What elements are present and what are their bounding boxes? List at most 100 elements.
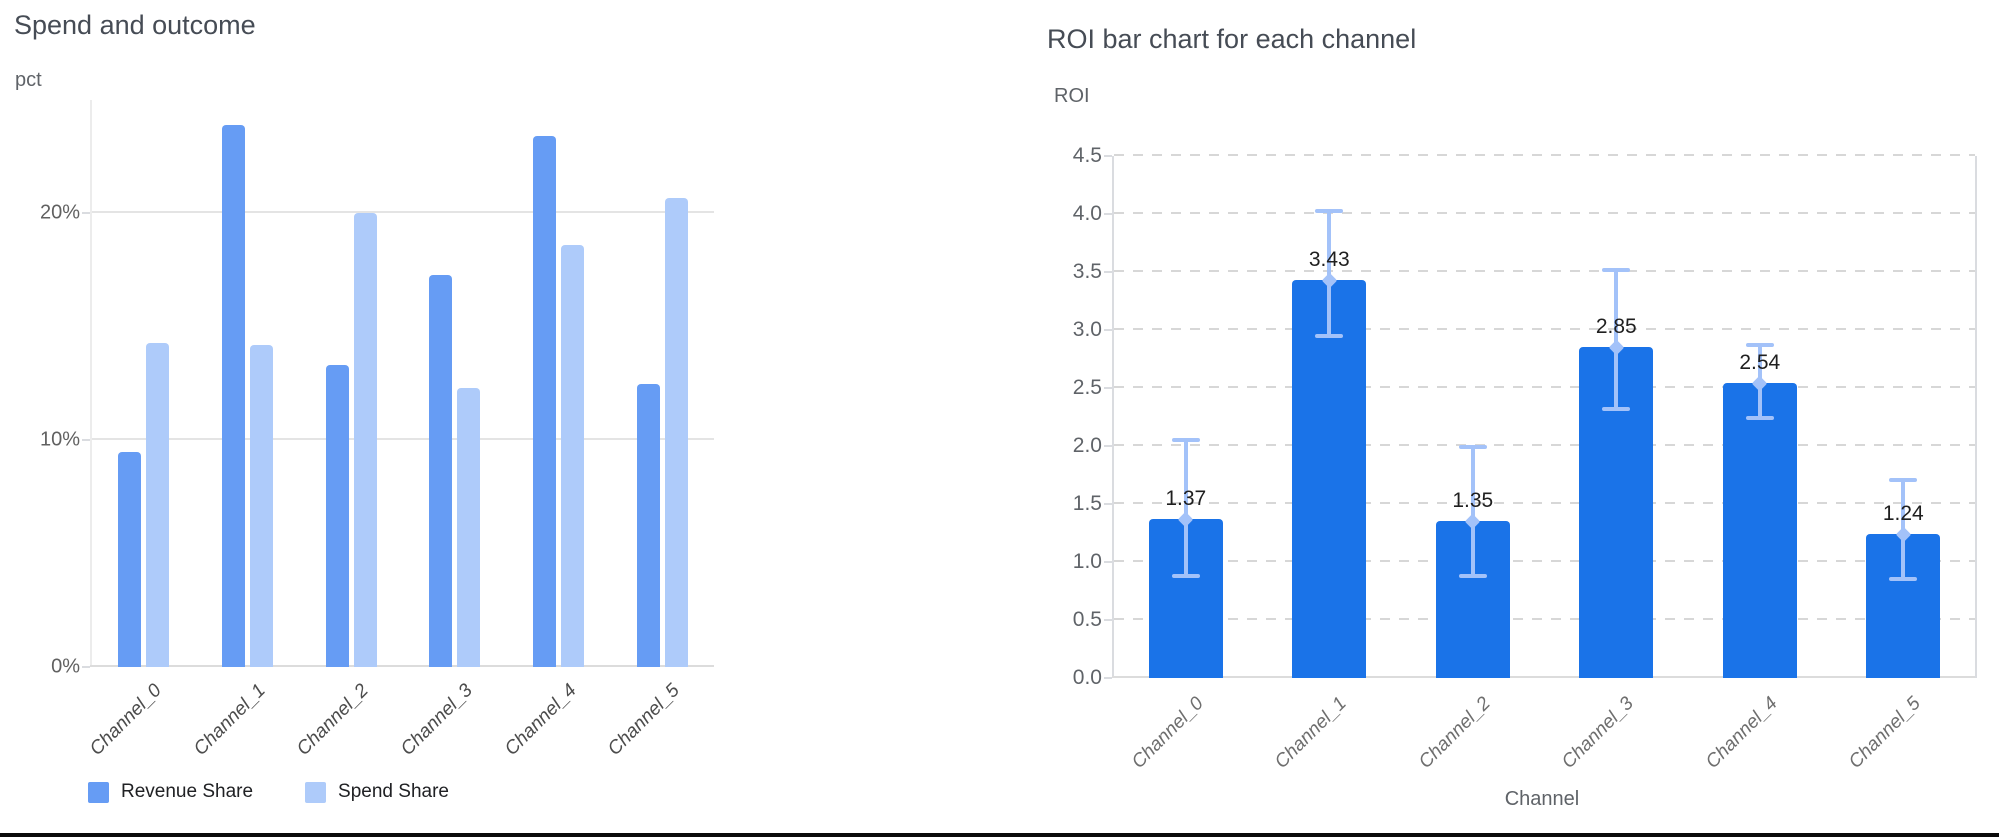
roi-x-axis-label: Channel [1504,788,1580,810]
x-tick-label: Channel_0 [85,680,166,760]
bar-roi-channel_1[interactable] [1292,280,1367,678]
bar-value-label: 1.37 [1165,487,1207,511]
x-axis-line [1112,676,1975,678]
error-bar-cap-upper [1171,438,1200,443]
x-tick-label: Channel_2 [1414,693,1495,773]
x-tick-label: Channel_3 [396,680,477,760]
error-bar-cap-upper [1889,477,1918,482]
bar-spend-share-channel_4[interactable] [561,245,584,667]
y-tick-label: 4.5 [1072,144,1102,167]
bar-spend-share-channel_3[interactable] [457,388,481,667]
spend-outcome-chart-title: Spend and outcome [14,10,256,40]
x-tick-label: Channel_1 [1271,693,1352,773]
y-tick-mark [1104,619,1112,621]
roi-plot: 0.0 0.5 1.0 1.5 2.0 2.5 3.0 3.5 4.0 4.5 1.37 Channe… [1073,144,1977,773]
gridline [92,438,714,441]
gridline [1114,154,1975,156]
y-tick-label: 0.5 [1072,608,1102,631]
error-bar-cap-upper [1602,267,1631,272]
legend-label-spend-share: Spend Share [338,781,449,802]
y-tick-label: 0% [51,655,80,678]
x-tick-label: Channel_5 [604,680,685,760]
error-bar-cap-lower [1602,406,1631,411]
roi-y-axis-label: ROI [1054,85,1090,107]
spend-outcome-y-axis-unit: pct [15,69,42,91]
y-tick-label: 2.0 [1072,434,1102,457]
bar-revenue-share-channel_1[interactable] [222,124,245,667]
x-axis-line [90,665,714,667]
spend-outcome-legend: Revenue Share Spend Share [88,781,449,803]
error-bar-cap-lower [1458,573,1487,578]
y-tick-label: 1.0 [1072,550,1102,573]
gridline [1114,212,1975,214]
bar-spend-share-channel_0[interactable] [146,342,170,667]
bar-revenue-share-channel_2[interactable] [325,365,349,667]
y-tick-mark [82,439,90,442]
y-tick-label: 3.0 [1072,318,1102,341]
bar-value-label: 1.35 [1452,489,1494,513]
y-tick-mark [1104,445,1112,447]
bar-revenue-share-channel_5[interactable] [636,383,660,667]
y-tick-label: 3.5 [1072,260,1102,283]
y-tick-label: 2.5 [1072,376,1102,399]
error-bar-cap-upper [1745,343,1774,348]
legend-item-spend-share[interactable]: Spend Share [305,781,449,803]
y-tick-mark [82,212,90,215]
bar-revenue-share-channel_4[interactable] [533,136,556,667]
y-tick-mark [1104,329,1112,331]
y-tick-label: 4.0 [1072,202,1102,225]
x-tick-label: Channel_4 [1701,693,1782,773]
error-bar-cap-lower [1745,416,1774,421]
y-tick-mark [1104,213,1112,215]
error-bar-cap-upper [1458,445,1487,450]
bar-value-label: 2.54 [1739,351,1781,375]
error-bar-line [1614,269,1619,409]
y-tick-label: 0.0 [1072,666,1102,689]
error-bar-cap-lower [1889,577,1918,582]
gridline [92,211,714,214]
bar-value-label: 2.85 [1595,315,1637,339]
y-tick-mark [1104,155,1112,157]
x-tick-label: Channel_3 [1558,693,1639,773]
y-tick-mark [1104,271,1112,273]
roi-chart-title: ROI bar chart for each channel [1047,24,1417,54]
bar-value-label: 3.43 [1308,248,1350,272]
y-tick-mark [1104,561,1112,563]
gridline [1114,502,1975,504]
gridline [1114,444,1975,446]
gridline [1114,560,1975,562]
error-bar-cap-lower [1315,333,1344,338]
y-tick-label: 1.5 [1072,492,1102,515]
gridline [1114,386,1975,388]
y-tick-mark [82,666,90,668]
legend-item-revenue-share[interactable]: Revenue Share [88,781,253,803]
y-tick-label: 20% [39,201,80,224]
gridline [1114,328,1975,330]
bar-revenue-share-channel_0[interactable] [118,451,142,667]
bar-roi-channel_4[interactable] [1722,383,1797,678]
y-tick-mark [1104,387,1112,389]
legend-swatch-spend-share [305,781,327,803]
bar-spend-share-channel_1[interactable] [250,344,273,667]
x-tick-label: Channel_2 [293,680,374,760]
roi-chart: ROI bar chart for each channel ROI 0.0 0.… [820,0,1999,830]
y-tick-mark [1104,503,1112,505]
x-tick-label: Channel_1 [189,680,270,760]
bottom-divider [0,833,1999,837]
gridline [1114,618,1975,620]
error-bar-cap-upper [1315,208,1344,213]
bar-spend-share-channel_2[interactable] [353,213,377,667]
error-bar-line [1183,440,1188,576]
y-tick-label: 10% [39,428,80,451]
legend-swatch-revenue-share [88,781,109,803]
y-tick-mark [1104,677,1112,679]
x-tick-label: Channel_4 [500,680,581,760]
error-bar-line [1470,447,1475,576]
bar-revenue-share-channel_3[interactable] [429,274,453,667]
x-tick-label: Channel_0 [1127,693,1208,773]
bar-value-label: 1.24 [1882,502,1924,526]
legend-label-revenue-share: Revenue Share [121,781,254,802]
x-tick-label: Channel_5 [1845,693,1926,773]
bar-spend-share-channel_5[interactable] [664,197,688,667]
